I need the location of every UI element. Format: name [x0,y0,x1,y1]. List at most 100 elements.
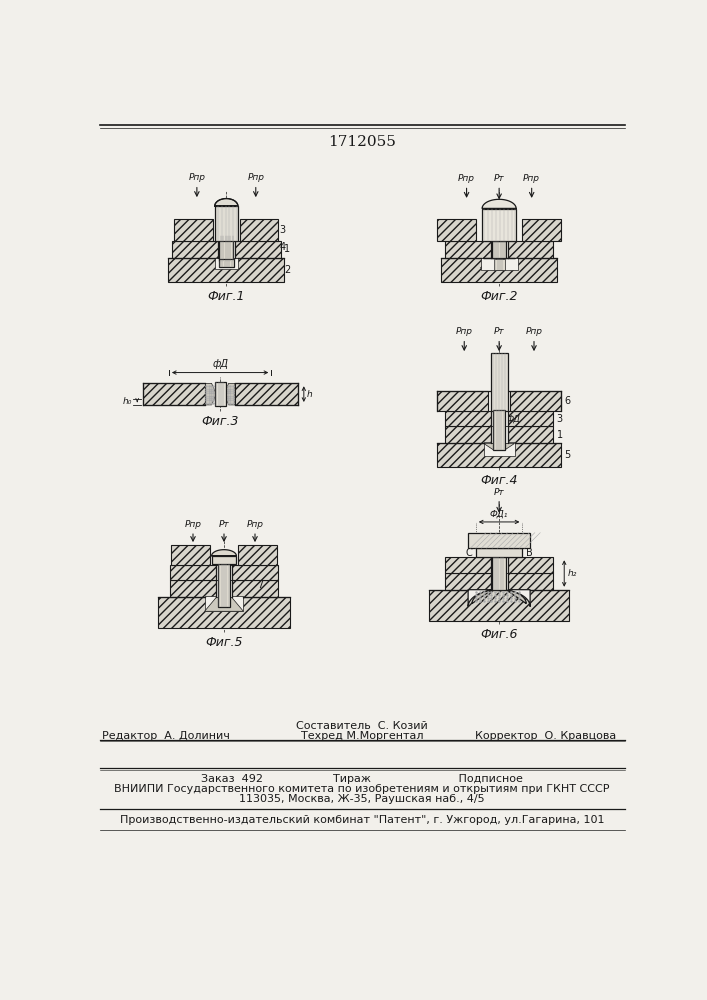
Text: C: C [465,548,472,558]
Text: 1712055: 1712055 [328,135,396,149]
Bar [491,426,508,443]
Bar [170,565,279,580]
Bar [491,573,508,590]
Text: ВНИИПИ Государственного комитета по изобретениям и открытиям при ГКНТ СССР: ВНИИПИ Государственного комитета по изоб… [115,784,609,794]
Bar [481,258,518,270]
Text: Pпр: Pпр [247,520,264,529]
Polygon shape [215,199,238,206]
Bar [216,580,232,597]
Polygon shape [468,590,530,607]
Text: h₀: h₀ [122,397,132,406]
Text: 7: 7 [257,580,264,590]
Bar [445,411,554,426]
Bar [172,241,281,258]
Text: Pпр: Pпр [523,174,540,183]
Bar [476,548,522,557]
Bar [445,557,554,573]
Bar [491,411,508,426]
Bar [482,209,516,241]
Polygon shape [472,590,526,604]
Bar [235,383,298,405]
Bar [437,443,561,466]
Bar [218,259,234,267]
Text: Фиг.5: Фиг.5 [205,636,243,649]
Text: Заказ  492                    Тираж                         Подписное: Заказ 492 Тираж Подписное [201,774,523,784]
Bar [170,580,279,597]
Bar [493,259,505,270]
Text: Фиг.6: Фиг.6 [480,628,518,641]
Bar [445,426,554,443]
Text: фД: фД [212,359,228,369]
Text: Pт: Pт [493,327,504,336]
Bar [216,565,232,580]
Bar [441,258,557,282]
Bar [445,241,554,258]
Text: Pт: Pт [493,488,504,497]
Bar [171,545,210,565]
Text: Pпр: Pпр [185,520,201,529]
Bar [158,597,290,628]
Bar [468,533,530,548]
Bar [215,382,226,406]
Bar [445,573,554,590]
Bar [219,236,233,261]
Bar [143,383,206,405]
Polygon shape [482,199,516,209]
Bar [215,206,238,241]
Text: Составитель  С. Козий: Составитель С. Козий [296,721,428,731]
Polygon shape [206,383,216,405]
Text: Pпр: Pпр [247,173,264,182]
Text: Фиг.1: Фиг.1 [208,290,245,303]
Text: Pпр: Pпр [456,327,473,336]
Bar [491,241,508,258]
Text: A: A [515,592,522,602]
Text: 8: 8 [257,552,264,562]
Bar [437,219,476,241]
Bar [218,241,235,258]
Text: h: h [307,390,312,399]
Text: 3: 3 [556,414,563,424]
Text: B: B [526,548,533,558]
Text: Pпр: Pпр [458,174,475,183]
Text: ФД₁: ФД₁ [490,510,508,519]
Text: Техред М.Моргентал: Техред М.Моргентал [300,731,423,741]
Polygon shape [484,443,515,450]
Text: 5: 5 [564,450,571,460]
Polygon shape [211,550,236,556]
Bar [491,557,508,573]
Bar [437,391,489,411]
Text: Редактор  А. Долинич: Редактор А. Долинич [102,731,230,741]
Text: 1: 1 [284,244,291,254]
Text: 6: 6 [564,396,571,406]
Bar [484,442,515,456]
Bar [238,545,276,565]
Bar [218,564,230,607]
Text: Производственно-издательский комбинат "Патент", г. Ужгород, ул.Гагарина, 101: Производственно-издательский комбинат "П… [119,815,604,825]
Polygon shape [224,383,235,405]
Text: Pпр: Pпр [525,327,542,336]
Text: 113035, Москва, Ж-35, Раушская наб., 4/5: 113035, Москва, Ж-35, Раушская наб., 4/5 [239,794,485,804]
Text: ФД: ФД [507,414,520,423]
Bar [492,557,506,590]
Bar [175,219,213,241]
Bar [492,241,506,258]
Text: Фиг.4: Фиг.4 [480,474,518,487]
Bar [215,258,238,269]
Bar [522,219,561,241]
Bar [493,410,506,450]
Bar [510,391,561,411]
Bar [204,596,243,611]
Text: Pт: Pт [493,174,504,183]
Text: h₂: h₂ [567,569,577,578]
Text: 4: 4 [280,242,286,252]
Text: 2: 2 [284,265,291,275]
Polygon shape [204,596,243,611]
Bar [168,258,284,282]
Text: Фиг.2: Фиг.2 [480,290,518,303]
Text: 1: 1 [556,430,563,440]
Bar [429,590,569,620]
Text: Pт: Pт [218,520,229,529]
Text: Pпр: Pпр [188,173,205,182]
Text: Фиг.3: Фиг.3 [201,415,239,428]
Bar [491,353,508,411]
